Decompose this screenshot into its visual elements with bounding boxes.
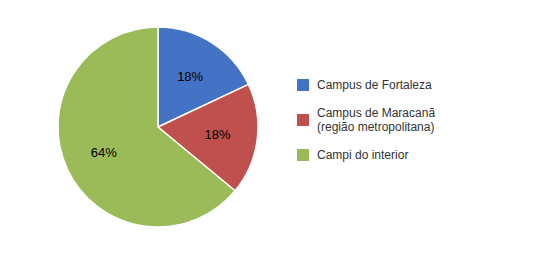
svg-text:64%: 64% [91, 145, 117, 160]
svg-text:18%: 18% [177, 69, 203, 84]
html-text:Campus de Fortaleza: Campus de Fortaleza [317, 78, 432, 92]
html-text:Campus de Maracanã: Campus de Maracanã [317, 106, 436, 120]
svg-text:18%: 18% [205, 127, 231, 142]
html-text:(região metropolitana): (região metropolitana) [317, 120, 435, 134]
html-text:Campi do interior: Campi do interior [317, 148, 409, 162]
